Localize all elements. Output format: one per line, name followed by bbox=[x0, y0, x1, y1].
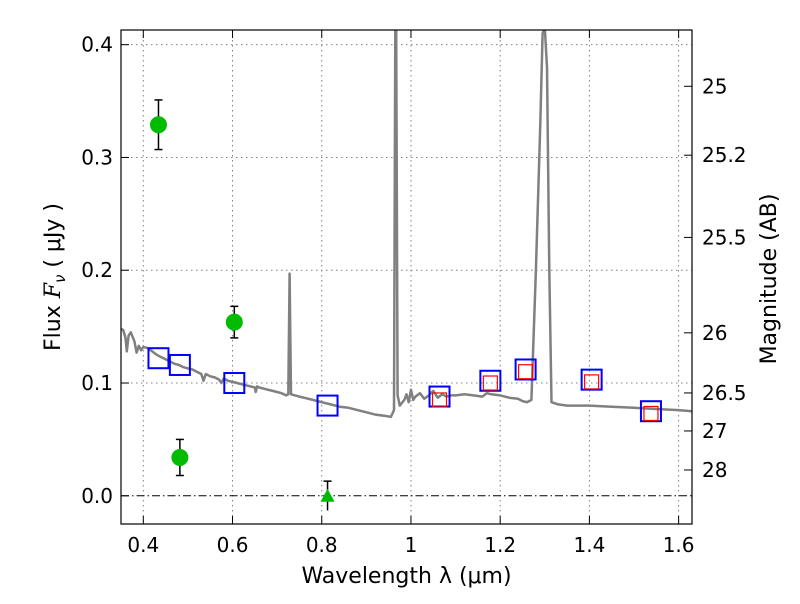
x-tick-label: 1.4 bbox=[573, 533, 605, 557]
y-axis-label-subscript: ν bbox=[51, 275, 69, 283]
model-photometry-marker bbox=[580, 368, 603, 391]
model-photometry-marker bbox=[316, 394, 339, 417]
magnitude-tick-label: 26 bbox=[702, 321, 727, 345]
spectrum-line bbox=[121, 30, 692, 419]
y-tick-label: 0.2 bbox=[81, 258, 113, 282]
x-tick-label: 0.4 bbox=[127, 533, 159, 557]
plot-area bbox=[121, 30, 692, 511]
model-photometry-marker bbox=[168, 353, 191, 376]
x-tick-label: 1.2 bbox=[484, 533, 516, 557]
upper-limit-marker bbox=[320, 488, 335, 502]
x-tick-label: 1 bbox=[405, 533, 418, 557]
model-photometry-marker bbox=[147, 347, 170, 370]
observed-nir-marker bbox=[518, 364, 534, 380]
plot-frame bbox=[120, 29, 693, 525]
x-tick-label: 1.6 bbox=[663, 533, 695, 557]
magnitude-tick-label: 26.5 bbox=[702, 381, 747, 405]
magnitude-tick-label: 25.2 bbox=[702, 143, 747, 167]
y-axis-label-suffix: ( μJy ) bbox=[41, 203, 66, 275]
x-axis-label: Wavelength λ (μm) bbox=[301, 564, 511, 589]
observed-nir-marker bbox=[482, 375, 498, 391]
y-axis-label-prefix: Flux bbox=[41, 298, 66, 351]
observed-optical-point bbox=[225, 313, 243, 331]
magnitude-tick-label: 27 bbox=[702, 419, 727, 443]
observed-nir-marker bbox=[584, 374, 600, 390]
model-photometry-marker bbox=[639, 400, 662, 423]
y-tick-label: 0.3 bbox=[81, 145, 113, 169]
x-tick-label: 0.8 bbox=[306, 533, 338, 557]
magnitude-tick-label: 28 bbox=[702, 458, 727, 482]
y-tick-label: 0.0 bbox=[81, 484, 113, 508]
observed-optical-point bbox=[149, 116, 167, 134]
model-photometry-marker bbox=[479, 369, 502, 392]
model-photometry-marker bbox=[514, 358, 537, 381]
y-axis-label: Flux Fν ( μJy ) bbox=[41, 203, 69, 351]
y-tick-label: 0.4 bbox=[81, 33, 113, 57]
y-tick-label: 0.1 bbox=[81, 371, 113, 395]
y-axis-label-symbol: F bbox=[41, 282, 66, 299]
magnitude-axis-label: Magnitude (AB) bbox=[757, 194, 782, 365]
model-photometry-marker bbox=[223, 372, 246, 395]
axis-ticks: 0.4 0.6 0.8 1 1.2 1.4 1.6 0.0 0.1 0.2 0.3 0.4 25 25.2… bbox=[81, 30, 747, 557]
observed-nir-marker bbox=[643, 405, 659, 422]
observed-nir-marker bbox=[431, 392, 448, 408]
x-tick-label: 0.6 bbox=[217, 533, 249, 557]
grid bbox=[121, 30, 692, 524]
observed-optical-point bbox=[171, 448, 189, 466]
magnitude-tick-label: 25 bbox=[702, 74, 727, 98]
magnitude-tick-label: 25.5 bbox=[702, 225, 747, 249]
